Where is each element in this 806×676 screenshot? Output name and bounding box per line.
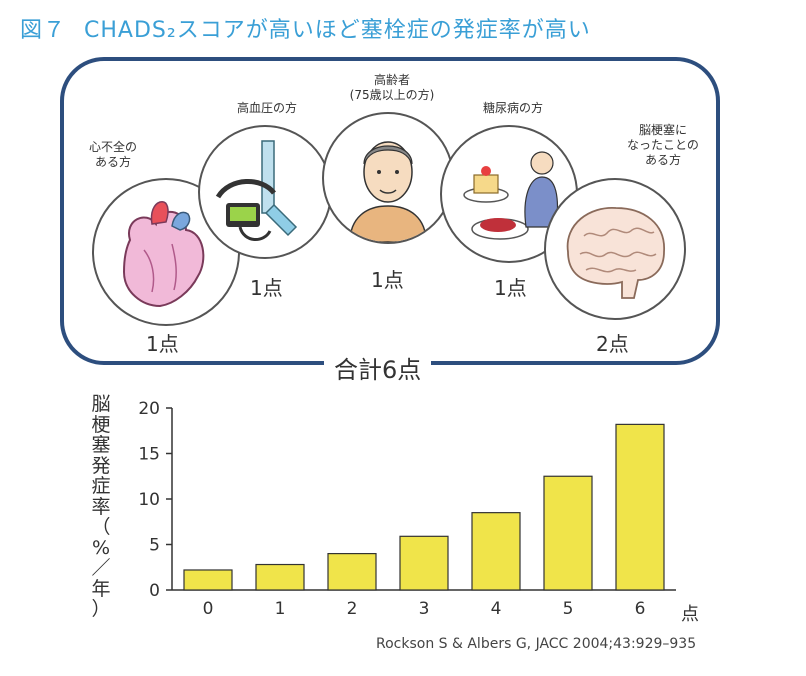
risk-factor-points-heart-failure: 1点 [146, 332, 179, 356]
x-tick-label: 0 [203, 599, 214, 619]
y-tick-label: 10 [138, 490, 160, 510]
x-tick-label: 6 [635, 599, 646, 619]
risk-factor-circle-heart-failure [92, 178, 240, 326]
risk-factor-points-elderly: 1点 [371, 268, 404, 292]
diabetes-food-icon [463, 151, 559, 240]
risk-factor-label-hypertension: 高血圧の方 [236, 101, 297, 115]
risk-factor-circle-hypertension [198, 125, 332, 259]
citation: Rockson S & Albers G, JACC 2004;43:929–9… [376, 636, 697, 652]
y-axis-label-char: % [91, 536, 111, 559]
bar [183, 569, 233, 591]
elderly-man-icon [349, 141, 427, 242]
y-axis-label-char: 脳 [91, 393, 111, 415]
risk-factor-label-stroke: 脳梗塞に なったことの ある方 [627, 123, 699, 167]
y-axis-label-char: （ [91, 516, 111, 538]
figure-title: 図７ CHADS₂スコアが高いほど塞栓症の発症率が高い [20, 12, 591, 44]
y-tick-label: 20 [138, 399, 160, 419]
y-axis-label-char: 症 [91, 475, 111, 497]
x-tick-label: 1 [275, 599, 286, 619]
y-axis-label-char: ／ [91, 557, 111, 579]
total-score-label: 合計6点 [324, 350, 432, 385]
y-axis-label-char: 発 [91, 454, 111, 477]
y-axis-label-char: 率 [91, 495, 111, 518]
risk-factor-label-heart-failure: 心不全の ある方 [88, 140, 137, 169]
risk-factor-label-elderly: 高齢者 (75歳以上の方) [349, 73, 435, 102]
x-tick-label: 2 [347, 599, 358, 619]
y-axis-label-char: 年 [91, 577, 111, 600]
figure-number: 図７ [20, 18, 67, 43]
brain-icon [566, 207, 665, 299]
x-tick-label: 5 [563, 599, 574, 619]
x-tick-label: 3 [419, 599, 430, 619]
y-tick-label: 5 [149, 536, 160, 556]
bar [399, 535, 449, 591]
bar [471, 512, 521, 591]
risk-factor-points-hypertension: 1点 [250, 276, 283, 300]
chart-y-axis-label: 脳梗塞発症率（% ／年） [90, 394, 112, 620]
y-axis-label-char: 塞 [91, 434, 111, 456]
risk-factor-label-diabetes: 糖尿病の方 [482, 101, 543, 115]
x-axis-label: 点 [681, 604, 699, 625]
x-tick-label: 4 [491, 599, 502, 619]
bar [255, 563, 305, 591]
risk-factor-circle-stroke [544, 178, 686, 320]
heart-icon [122, 201, 205, 308]
y-axis-label-char: ） [91, 598, 111, 620]
risk-factor-points-diabetes: 1点 [494, 276, 527, 300]
y-axis-label-char: 梗 [91, 413, 111, 436]
risk-factor-points-stroke: 2点 [596, 332, 629, 356]
bar [615, 423, 665, 591]
bar [543, 475, 593, 591]
risk-factor-circle-elderly [322, 112, 454, 244]
y-tick-label: 0 [149, 581, 160, 601]
figure-title-text: CHADS₂スコアが高いほど塞栓症の発症率が高い [84, 18, 591, 43]
blood-pressure-monitor-icon [215, 140, 298, 241]
bar [327, 552, 377, 591]
y-tick-label: 15 [138, 445, 160, 465]
